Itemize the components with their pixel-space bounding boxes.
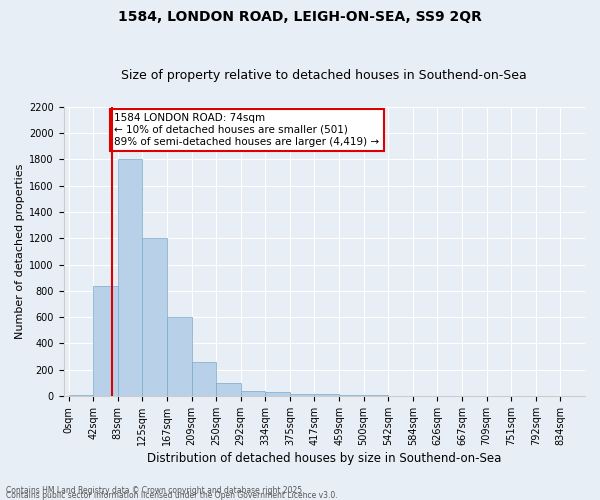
Text: Contains HM Land Registry data © Crown copyright and database right 2025.: Contains HM Land Registry data © Crown c… [6,486,305,495]
Bar [265,392,290,396]
Text: Contains public sector information licensed under the Open Government Licence v3: Contains public sector information licen… [6,491,338,500]
Bar [339,395,364,396]
Y-axis label: Number of detached properties: Number of detached properties [15,164,25,339]
Bar [216,383,241,396]
Title: Size of property relative to detached houses in Southend-on-Sea: Size of property relative to detached ho… [121,69,527,82]
Bar [290,394,314,396]
Bar [167,317,191,396]
Bar [314,394,339,396]
Bar [241,390,265,396]
Bar [142,238,167,396]
Bar [118,160,142,396]
Bar [191,362,216,396]
Bar [93,286,118,396]
Text: 1584, LONDON ROAD, LEIGH-ON-SEA, SS9 2QR: 1584, LONDON ROAD, LEIGH-ON-SEA, SS9 2QR [118,10,482,24]
X-axis label: Distribution of detached houses by size in Southend-on-Sea: Distribution of detached houses by size … [147,452,502,465]
Text: 1584 LONDON ROAD: 74sqm
← 10% of detached houses are smaller (501)
89% of semi-d: 1584 LONDON ROAD: 74sqm ← 10% of detache… [115,114,380,146]
